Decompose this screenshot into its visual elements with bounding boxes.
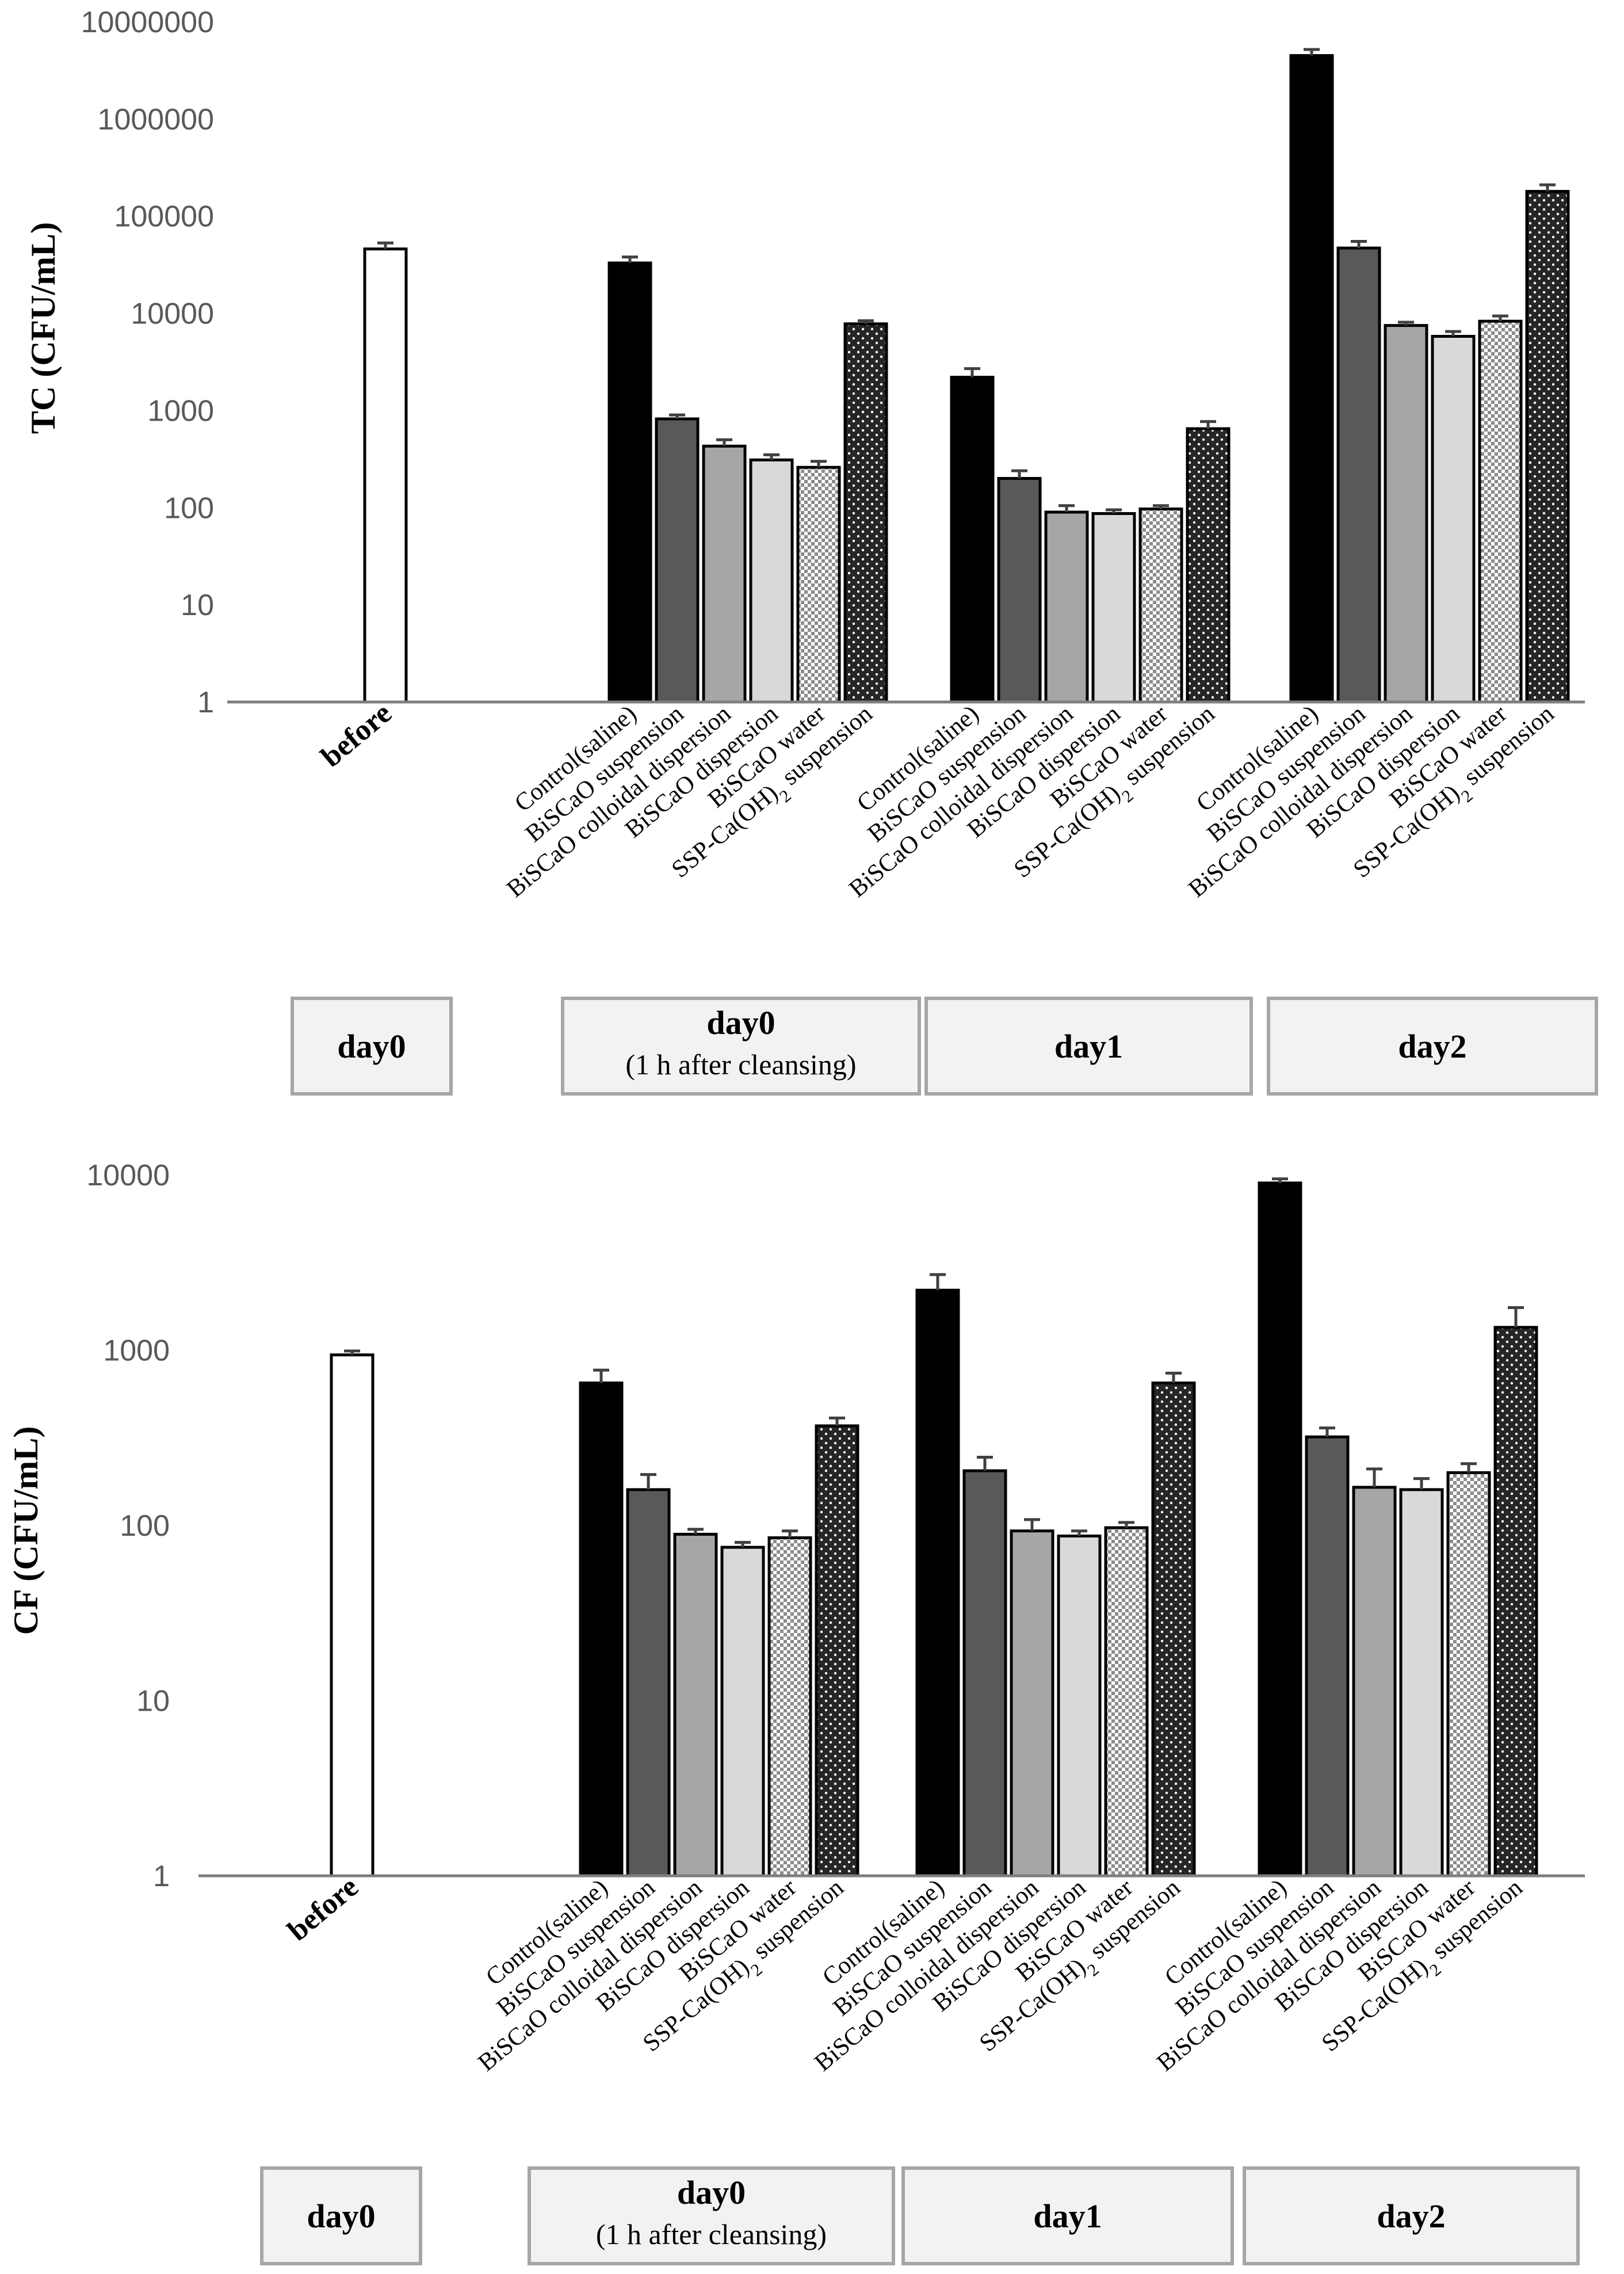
cf-y-tick-label: 10000	[86, 1159, 170, 1192]
cf-y-axis-label: CF (CFU/mL)	[7, 1426, 45, 1635]
cf-group-box	[1243, 2166, 1580, 2265]
tc-bar-biscao-colloidal-dispersion	[1044, 510, 1089, 704]
tc-bar-ssp-ca-oh-2-suspension	[1186, 427, 1231, 704]
tc-group-label: day0	[337, 1028, 406, 1065]
cf-bar-ssp-ca-oh-2-suspension	[1493, 1326, 1538, 1878]
cf-bar-biscao-colloidal-dispersion	[1010, 1529, 1054, 1878]
cf-bar-biscao-dispersion	[720, 1546, 765, 1878]
tc-bar-biscao-suspension	[997, 476, 1042, 704]
tc-x-ticks: before Control(saline)BiSCaO suspensionBi…	[315, 697, 1564, 903]
tc-group-label: day2	[1398, 1028, 1466, 1065]
tc-group-labels: day0 day0 (1 h after cleansing) day1 day2	[291, 997, 1598, 1096]
cf-x-ticks: before Control(saline)BiSCaO suspensionBi…	[281, 1871, 1533, 2077]
cf-group-box	[528, 2166, 895, 2265]
cf-y-tick-label: 100	[120, 1509, 170, 1543]
cf-y-tick-label: 10	[136, 1685, 170, 1718]
cf-chart: CF (CFU/mL) 1 10 100 1000 10000 before Contro…	[7, 1159, 1585, 2265]
tc-group-sublabel: (1 h after cleansing)	[625, 1048, 856, 1081]
cf-group-box	[901, 2166, 1234, 2265]
tc-y-tick-label: 1	[197, 686, 214, 719]
cf-bar-biscao-water	[767, 1536, 812, 1878]
tc-bar-ssp-ca-oh-2-suspension	[1525, 190, 1570, 704]
cf-bar-biscao-colloidal-dispersion	[673, 1532, 718, 1878]
tc-y-tick-label: 1000000	[98, 103, 214, 136]
cf-group-box	[260, 2166, 422, 2265]
tc-bar-control-saline	[607, 261, 652, 704]
cf-bar-biscao-water	[1104, 1526, 1149, 1878]
tc-group-box	[1267, 997, 1598, 1096]
tc-x-tick-before: before	[315, 697, 398, 774]
cf-group-label: day1	[1033, 2197, 1102, 2235]
tc-bar-biscao-dispersion	[1431, 335, 1476, 704]
cf-bar-biscao-suspension	[962, 1469, 1007, 1878]
tc-group-box	[561, 997, 921, 1096]
tc-bar-biscao-suspension	[1336, 246, 1381, 704]
tc-group-label: day0	[706, 1004, 775, 1041]
cf-y-tick-label: 1	[153, 1860, 170, 1893]
cf-bar-biscao-water	[1446, 1471, 1491, 1878]
tc-bar-before	[363, 247, 408, 704]
tc-bar-control-saline	[1289, 54, 1334, 704]
tc-y-tick-label: 100000	[114, 200, 214, 234]
tc-bar-biscao-colloidal-dispersion	[1384, 324, 1428, 704]
cf-bar-ssp-ca-oh-2-suspension	[815, 1424, 859, 1878]
tc-bar-biscao-colloidal-dispersion	[702, 444, 747, 704]
cf-bar-control-saline	[915, 1288, 960, 1878]
tc-y-tick-label: 1000	[147, 394, 214, 428]
tc-bar-biscao-water	[1138, 508, 1183, 704]
tc-bar-control-saline	[950, 376, 995, 704]
tc-y-tick-label: 10	[181, 589, 214, 622]
cf-y-ticks: 1 10 100 1000 10000	[86, 1159, 170, 1893]
tc-bar-biscao-dispersion	[1091, 512, 1136, 704]
tc-y-tick-label: 10000000	[81, 6, 214, 39]
cf-bar-biscao-colloidal-dispersion	[1352, 1486, 1397, 1878]
tc-y-tick-label: 100	[164, 491, 214, 525]
cf-group-sublabel: (1 h after cleansing)	[596, 2218, 827, 2250]
tc-y-axis-label: TC (CFU/mL)	[24, 222, 62, 434]
tc-chart: TC (CFU/mL) 1 10 100 1000 10000 100000 1000000…	[24, 6, 1598, 1096]
cf-bar-before	[330, 1353, 375, 1878]
tc-bar-biscao-dispersion	[749, 458, 794, 704]
tc-bar-biscao-water	[796, 466, 841, 704]
tc-y-tick-label: 10000	[131, 297, 214, 331]
cf-x-tick-before: before	[281, 1871, 364, 1948]
cf-bar-biscao-suspension	[1305, 1435, 1350, 1878]
tc-bars	[363, 48, 1570, 704]
cf-group-label: day2	[1377, 2197, 1445, 2235]
tc-y-ticks: 1 10 100 1000 10000 100000 1000000 10000000	[81, 6, 214, 719]
cf-bar-ssp-ca-oh-2-suspension	[1151, 1381, 1196, 1878]
tc-bar-biscao-suspension	[655, 417, 700, 704]
cf-bars	[330, 1177, 1538, 1878]
tc-group-box	[291, 997, 453, 1096]
cf-group-label: day0	[307, 2197, 375, 2235]
cf-y-tick-label: 1000	[103, 1334, 170, 1368]
tc-group-label: day1	[1054, 1028, 1123, 1065]
tc-bar-biscao-water	[1478, 319, 1523, 704]
cf-bar-biscao-suspension	[626, 1488, 671, 1878]
cf-bar-control-saline	[579, 1381, 624, 1878]
cf-bar-biscao-dispersion	[1399, 1488, 1444, 1878]
cf-group-labels: day0 day0 (1 h after cleansing) day1 day2	[260, 2166, 1580, 2265]
cf-group-label: day0	[677, 2174, 746, 2211]
tc-bar-ssp-ca-oh-2-suspension	[843, 322, 888, 704]
tc-group-box	[924, 997, 1253, 1096]
cf-bar-biscao-dispersion	[1057, 1534, 1102, 1878]
cf-bar-control-saline	[1258, 1181, 1302, 1878]
